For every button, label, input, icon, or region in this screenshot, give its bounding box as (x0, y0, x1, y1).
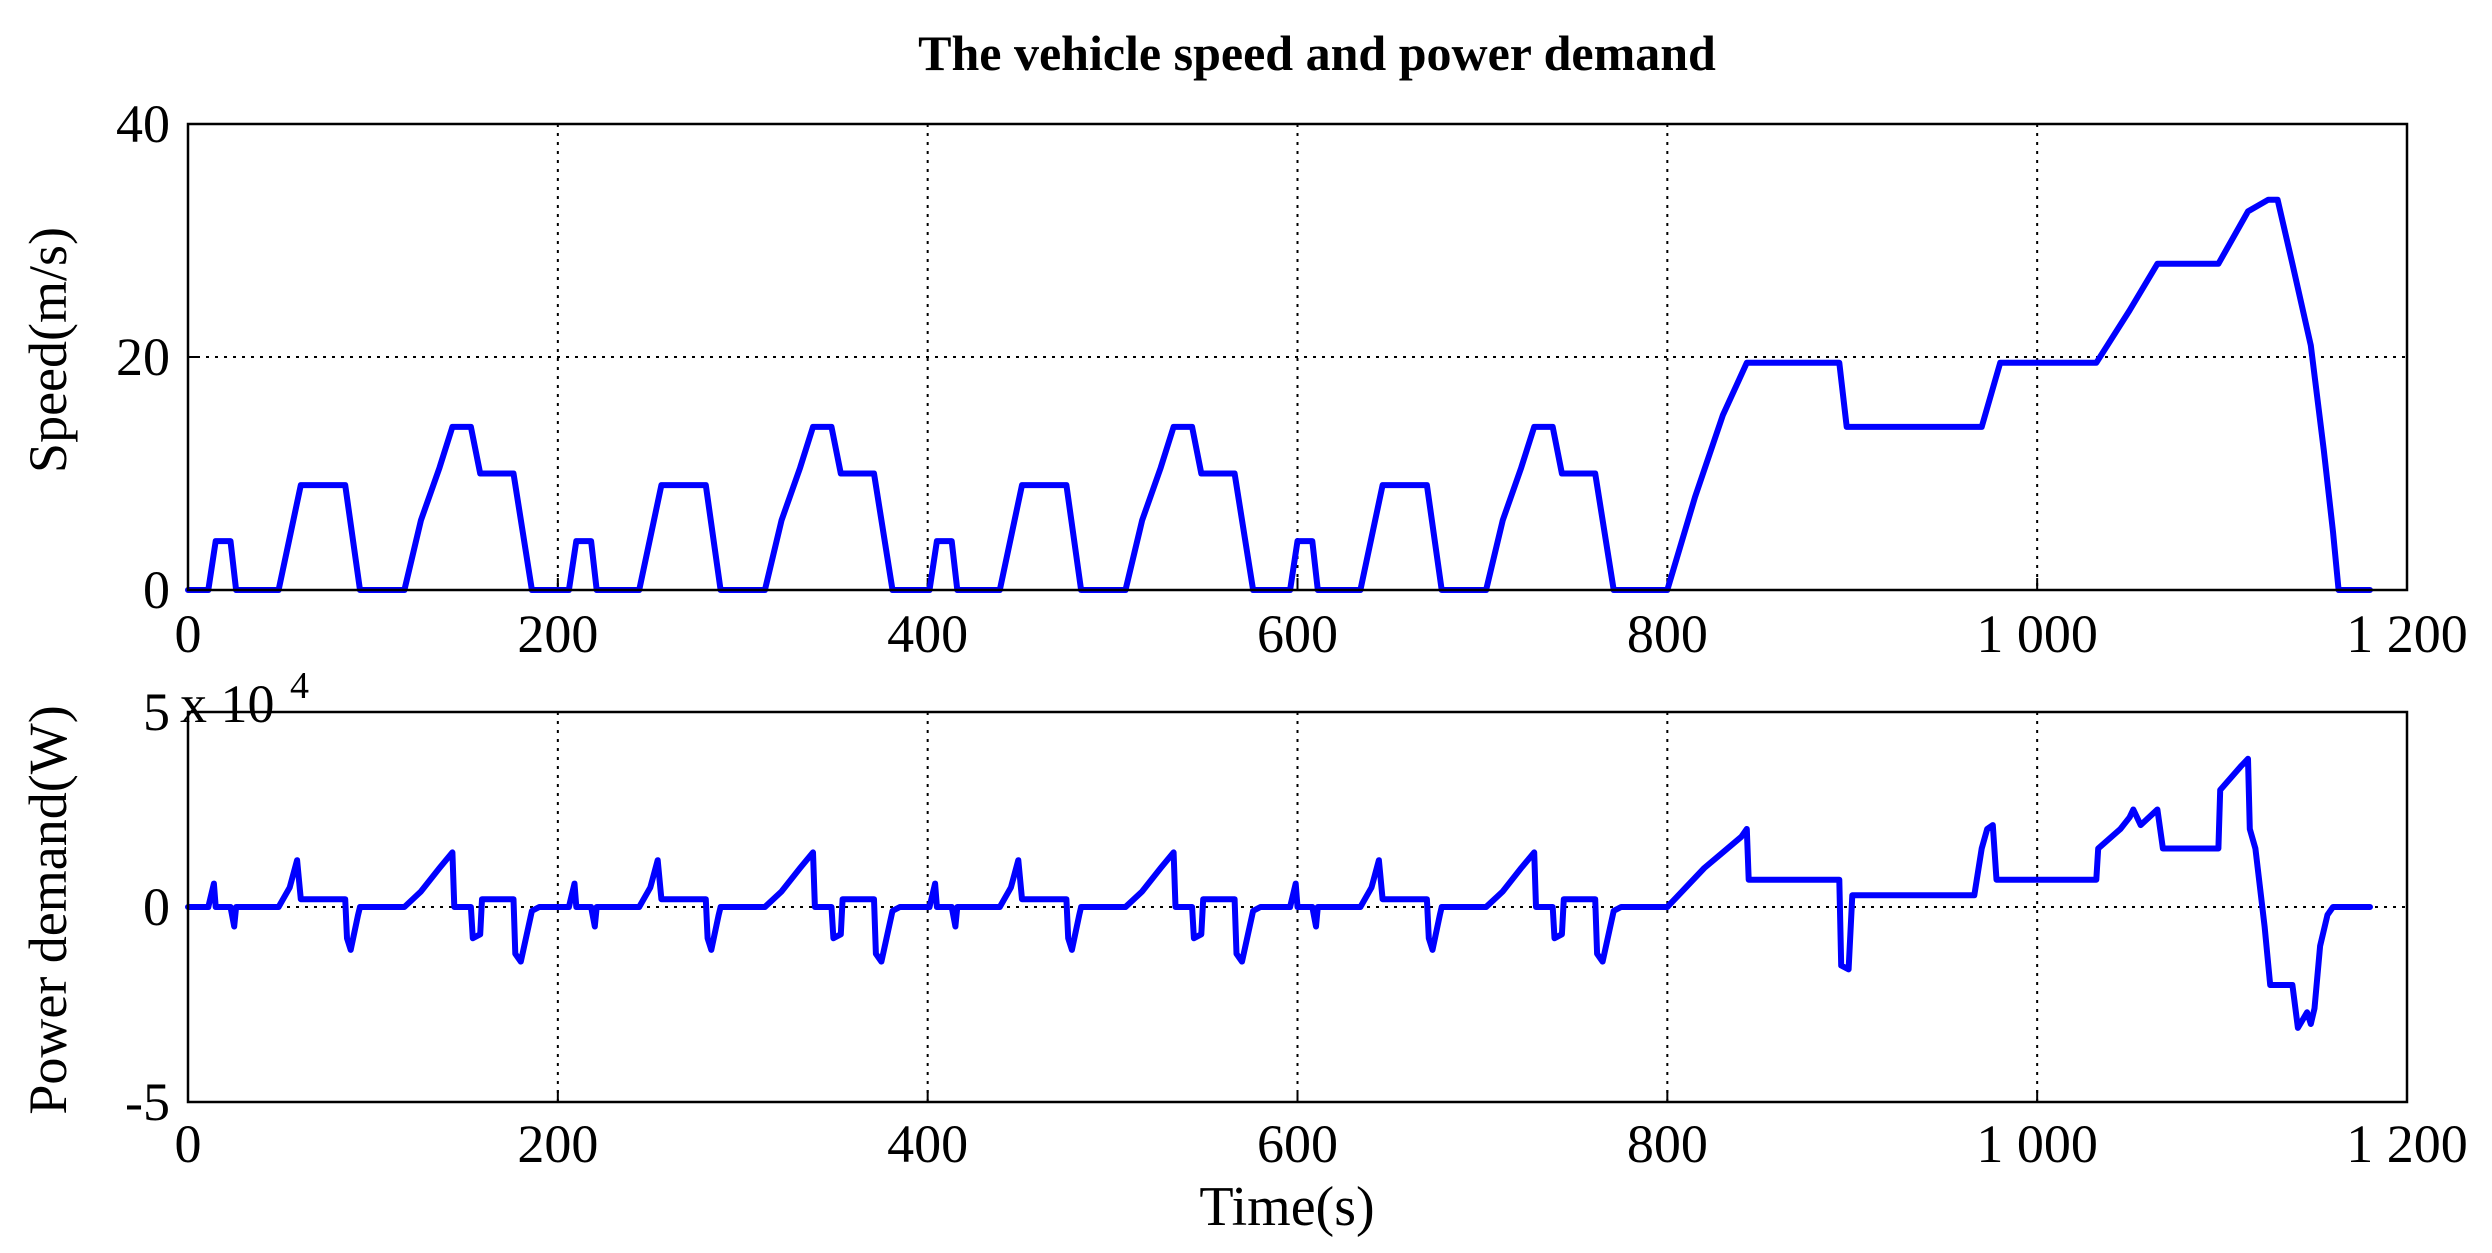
power-y-exponent-base: x 10 (180, 674, 275, 734)
power-x-axis-label: Time(s) (1199, 1176, 1374, 1238)
power-y-axis-label: Power demand(W) (18, 705, 78, 1114)
y-tick-label: 20 (116, 327, 170, 387)
power-axis-ticks: 0 200 400 600 800 1 000 1 200-505 (125, 682, 2468, 1174)
x-tick-label: 0 (175, 604, 202, 664)
x-tick-label: 1 000 (1976, 1114, 2098, 1174)
x-tick-label: 800 (1627, 604, 1708, 664)
x-tick-label: 0 (175, 1114, 202, 1174)
x-tick-label: 1 000 (1976, 604, 2098, 664)
power-y-exponent: x 10 4 (180, 665, 309, 734)
power-y-exponent-power: 4 (290, 665, 309, 707)
x-tick-label: 200 (517, 1114, 598, 1174)
y-tick-label: 0 (143, 560, 170, 620)
chart-title: The vehicle speed and power demand (918, 25, 1716, 81)
x-tick-label: 400 (887, 1114, 968, 1174)
x-tick-label: 400 (887, 604, 968, 664)
y-tick-label: 0 (143, 877, 170, 937)
power-plot-frame (186, 710, 2409, 1104)
speed-grid (188, 124, 2407, 590)
power-panel: 0 200 400 600 800 1 000 1 200-505 Power demand… (18, 665, 2468, 1238)
x-tick-label: 800 (1627, 1114, 1708, 1174)
y-tick-label: -5 (125, 1072, 170, 1132)
x-tick-label: 600 (1257, 604, 1338, 664)
x-tick-label: 200 (517, 604, 598, 664)
speed-plot-frame (186, 122, 2409, 592)
y-tick-label: 5 (143, 682, 170, 742)
power-series-line (185, 755, 2373, 1031)
speed-y-axis-label: Speed(m/s) (18, 227, 78, 473)
speed-axis-ticks: 0 200 400 600 800 1 000 1 200 0 20 40 (116, 94, 2468, 664)
x-tick-label: 600 (1257, 1114, 1338, 1174)
speed-panel: 0 200 400 600 800 1 000 1 200 0 20 40 Speed(m/s) (18, 94, 2468, 664)
speed-series-line (185, 196, 2373, 593)
x-tick-label: 1 200 (2346, 604, 2468, 664)
x-tick-label: 1 200 (2346, 1114, 2468, 1174)
y-tick-label: 40 (116, 94, 170, 154)
